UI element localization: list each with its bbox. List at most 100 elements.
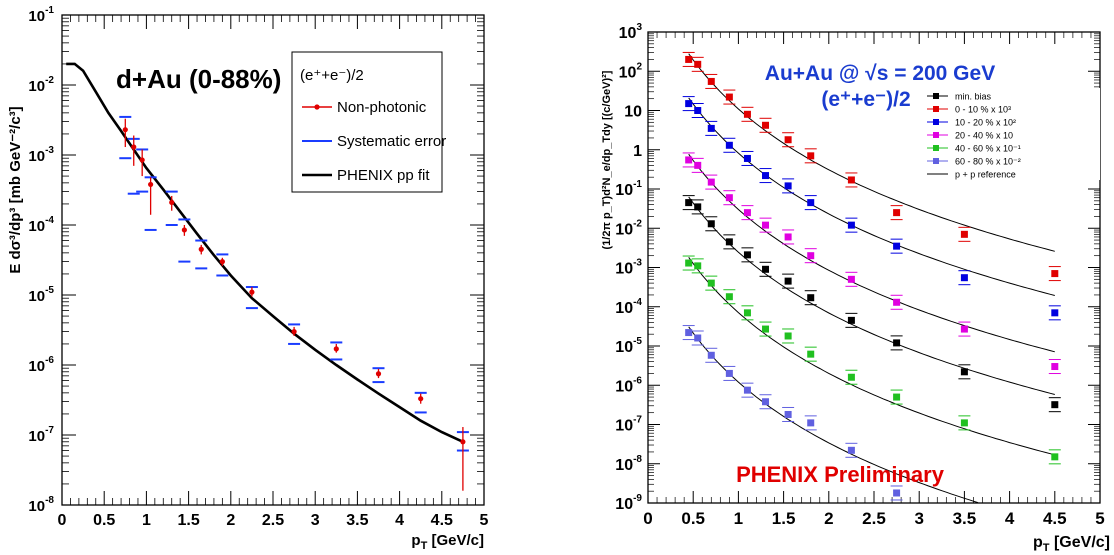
right-x-tick-label: 1.5 [772,509,796,528]
left-y-axis-label: E dσ³/dp³ [mb GeV⁻²/c³] [7,106,24,273]
right-legend-marker [933,158,939,164]
right-data-point [848,176,855,183]
right-data-point [694,61,701,68]
right-data-point [807,199,814,206]
right-x-tick-label: 4.5 [1043,509,1067,528]
left-x-tick-label: 4 [395,512,404,529]
right-x-tick-label: 3.5 [953,509,977,528]
right-data-point [685,156,692,163]
left-data-point [123,127,128,132]
left-legend-title: (e⁺+e⁻)/2 [300,67,364,84]
left-y-tick-label: 10-6 [28,355,54,375]
right-legend-marker [933,93,939,99]
right-data-point [726,238,733,245]
right-data-point [961,231,968,238]
right-data-point [848,276,855,283]
right-data-point [848,317,855,324]
left-data-point [249,290,254,295]
left-data-point [334,346,339,351]
left-data-point [418,396,423,401]
right-x-axis-label: pT [GeV/c] [1033,534,1110,554]
right-chart-subtitle: (e⁺+e⁻)/2 [821,88,910,111]
right-data-point [694,334,701,341]
right-data-point [744,111,751,118]
left-y-tick-label: 10-1 [28,5,54,25]
right-y-tick-label: 103 [619,22,643,42]
right-data-point [893,209,900,216]
right-y-tick-label: 10-2 [615,218,642,238]
right-data-point [694,107,701,114]
right-pp-reference-curve [689,197,1055,395]
right-y-axis-label: (1/2π p_T)d²N_e/dp_Tdy [(c/GeV)²] [601,70,613,249]
right-data-point [708,280,715,287]
right-data-point [1051,363,1058,370]
right-x-tick-label: 3 [914,509,923,528]
right-data-point [1051,453,1058,460]
right-data-point [744,387,751,394]
left-x-tick-label: 3 [311,512,320,529]
left-data-point [131,144,136,149]
right-data-point [807,294,814,301]
right-legend-marker [933,106,939,112]
left-y-tick-label: 10-2 [28,75,54,95]
right-data-point [893,243,900,250]
right-y-tick-label: 10 [624,104,642,121]
right-data-point [762,266,769,273]
left-x-tick-label: 1.5 [177,512,199,529]
left-x-tick-label: 1 [142,512,151,529]
left-data-point [148,182,153,187]
right-data-point [961,326,968,333]
right-data-point [762,222,769,229]
left-chart: 10-8 10-7 10-6 10-5 10-4 10-3 10-2 10-1 0 0.5 1 1.5… [7,5,489,552]
right-x-tick-label: 2 [824,509,833,528]
right-data-point [726,194,733,201]
right-y-tick-label: 1 [633,143,642,160]
right-data-point [685,100,692,107]
right-legend-label: 10 - 20 % x 10² [955,118,1016,128]
right-legend-label: 20 - 40 % x 10 [955,131,1013,141]
right-data-point [1051,270,1058,277]
right-pp-reference-curve [689,257,1055,455]
left-x-tick-label: 3.5 [346,512,368,529]
right-legend-label: 0 - 10 % x 10³ [955,105,1011,115]
right-data-point [744,309,751,316]
right-data-point [726,142,733,149]
right-x-tick-label: 2.5 [862,509,886,528]
right-y-tick-label: 10-3 [615,258,642,278]
right-x-tick-label: 4 [1005,509,1015,528]
right-data-point [785,278,792,285]
right-data-point [762,122,769,129]
left-data-point [169,200,174,205]
right-data-point [708,220,715,227]
left-chart-title: d+Au (0-88%) [116,64,281,94]
right-data-point [807,419,814,426]
left-legend-label: PHENIX pp fit [337,167,430,184]
right-data-point [893,489,900,496]
left-data-point [182,227,187,232]
right-data-point [708,125,715,132]
right-data-point [744,251,751,258]
right-y-tick-label: 10-9 [615,493,642,513]
right-chart-title: Au+Au @ √s = 200 GeV [765,62,995,85]
left-legend-nonphotonic-marker [314,104,319,109]
left-x-tick-label: 2 [226,512,235,529]
right-legend: min. bias0 - 10 % x 10³10 - 20 % x 10²20… [920,88,1100,180]
right-y-tick-label: 102 [619,61,643,81]
right-y-tick-label: 10-7 [615,415,642,435]
right-legend-label: p + p reference [955,170,1016,180]
left-y-tick-label: 10-7 [28,425,54,445]
right-data-point [708,352,715,359]
right-y-tick-label: 10-5 [615,336,642,356]
right-data-point [708,78,715,85]
left-x-tick-label: 0.5 [93,512,115,529]
right-y-tick-label: 10-1 [615,179,642,199]
right-legend-label: 40 - 60 % x 10⁻¹ [955,144,1021,154]
right-data-point [762,172,769,179]
right-data-point [762,326,769,333]
right-data-point [685,260,692,267]
left-data-point [292,329,297,334]
left-data-point [140,157,145,162]
right-watermark: PHENIX Preliminary [736,462,945,487]
right-data-point [694,203,701,210]
